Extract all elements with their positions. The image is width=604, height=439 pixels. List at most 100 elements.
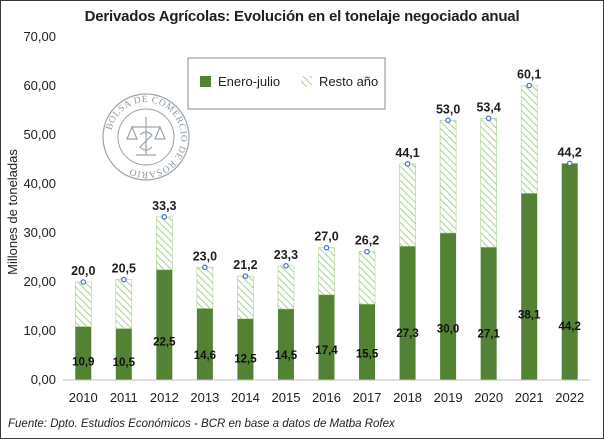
- value-label-enero-julio-2019: 30,0: [437, 324, 459, 336]
- x-tick-label: 2021: [515, 390, 544, 405]
- legend-swatch-resto-ano: [301, 76, 312, 87]
- bar-enero-julio-2018: [399, 246, 416, 380]
- value-label-enero-julio-2018: 27,3: [396, 328, 418, 340]
- y-tick-label: 40,00: [23, 176, 56, 191]
- bar-resto-ano-2010: [74, 281, 92, 327]
- total-marker-2014: [242, 273, 249, 279]
- legend: Enero-julio Resto año: [187, 57, 386, 110]
- y-tick-label: 0,00: [31, 372, 56, 387]
- seal-outer-ring: [102, 93, 190, 181]
- total-label-2016: 27,0: [314, 230, 338, 244]
- bar-enero-julio-2017: [359, 304, 376, 380]
- value-label-enero-julio-2014: 12,5: [234, 354, 257, 366]
- y-tick-label: 30,00: [23, 225, 56, 240]
- total-marker-2013: [202, 264, 208, 271]
- y-tick-label: 50,00: [23, 127, 56, 142]
- total-label-2022: 44,2: [558, 145, 582, 159]
- total-marker-2021: [526, 82, 532, 89]
- value-label-enero-julio-2020: 27,1: [477, 329, 500, 341]
- y-axis: 0,00 10,00 20,00 30,00 40,00 50,00 60,00 70,00: [23, 29, 56, 387]
- bar-enero-julio-2019: [440, 233, 457, 380]
- bar-resto-ano-2013: [196, 266, 214, 309]
- legend-label-enero-julio: Enero-julio: [218, 74, 280, 89]
- x-tick-label: 2016: [312, 390, 341, 405]
- value-label-enero-julio-2017: 15,5: [356, 348, 379, 360]
- bars: 20,0 10,9 20,5 10,5 33,3 22,5 23,0 14,6 21,2 12,5…: [71, 68, 582, 380]
- y-tick-label: 60,00: [23, 78, 56, 93]
- legend-label-resto-ano: Resto año: [319, 74, 378, 89]
- legend-box: [187, 57, 386, 110]
- x-tick-label: 2022: [555, 390, 584, 405]
- bar-enero-julio-2011: [115, 328, 132, 380]
- seal-emblem-icon: [126, 117, 166, 156]
- bar-enero-julio-2013: [196, 308, 213, 380]
- source-note: Fuente: Dpto. Estudios Económicos - BCR …: [8, 418, 395, 430]
- total-marker-2015: [283, 263, 289, 269]
- total-label-2015: 23,3: [274, 248, 298, 262]
- x-tick-label: 2017: [353, 390, 382, 405]
- value-label-enero-julio-2010: 10,9: [72, 356, 94, 368]
- value-label-enero-julio-2021: 38,1: [518, 310, 541, 322]
- total-label-2021: 60,1: [517, 68, 541, 82]
- bar-resto-ano-2012: [156, 216, 173, 271]
- chart-title: Derivados Agrícolas: Evolución en el ton…: [84, 8, 520, 25]
- bar-enero-julio-2020: [480, 247, 497, 380]
- y-axis-label: Millones de toneladas: [5, 149, 20, 275]
- total-label-2010: 20,0: [71, 264, 95, 278]
- bar-resto-ano-2014: [237, 275, 254, 320]
- y-tick-label: 70,00: [23, 29, 56, 44]
- bar-enero-julio-2014: [237, 318, 254, 380]
- bar-resto-ano-2017: [358, 251, 376, 305]
- bar-resto-ano-2019: [439, 120, 457, 234]
- x-tick-label: 2010: [69, 390, 98, 405]
- value-label-enero-julio-2011: 10,5: [113, 357, 136, 369]
- bar-resto-ano-2020: [480, 118, 497, 248]
- seal-inner-ring: [117, 108, 175, 166]
- total-label-2011: 20,5: [112, 262, 136, 276]
- total-label-2018: 44,1: [395, 146, 419, 160]
- bar-enero-julio-2015: [277, 308, 294, 380]
- value-label-enero-julio-2012: 22,5: [153, 336, 176, 348]
- watermark: BOLSA DE COMERCIO DE ROSARIO: [102, 93, 190, 181]
- total-label-2020: 53,4: [476, 100, 500, 114]
- total-marker-2017: [364, 248, 370, 255]
- x-tick-label: 2011: [110, 390, 138, 405]
- total-label-2017: 26,2: [355, 234, 379, 248]
- total-marker-2012: [161, 214, 168, 220]
- total-marker-2010: [80, 279, 87, 285]
- x-tick-label: 2019: [434, 390, 463, 405]
- total-label-2012: 33,3: [152, 199, 176, 213]
- total-label-2013: 23,0: [193, 249, 217, 263]
- bar-enero-julio-2016: [318, 294, 335, 380]
- x-tick-label: 2018: [393, 390, 422, 405]
- bar-resto-ano-2011: [115, 279, 133, 329]
- bar-resto-ano-2021: [520, 85, 538, 194]
- bar-resto-ano-2015: [277, 265, 295, 310]
- value-label-enero-julio-2016: 17,4: [315, 345, 338, 357]
- x-tick-label: 2013: [190, 390, 219, 405]
- value-label-enero-julio-2015: 14,5: [275, 350, 298, 362]
- total-marker-2011: [121, 276, 127, 283]
- x-axis: 2010 2011 2012 2013 2014 2015 2016 2017 2018 2019…: [63, 379, 590, 405]
- legend-swatch-enero-julio: [200, 76, 211, 87]
- total-label-2014: 21,2: [233, 258, 257, 272]
- y-tick-label: 20,00: [23, 274, 56, 289]
- x-tick-label: 2015: [272, 390, 301, 405]
- total-label-2019: 53,0: [436, 102, 460, 116]
- value-label-enero-julio-2022: 44,2: [559, 321, 581, 333]
- bar-resto-ano-2018: [399, 163, 416, 247]
- total-marker-2018: [404, 161, 411, 167]
- y-tick-label: 10,00: [23, 323, 56, 338]
- total-marker-2022: [566, 160, 573, 167]
- total-marker-2016: [323, 244, 330, 251]
- bar-enero-julio-2022: [561, 163, 578, 380]
- total-marker-2019: [445, 117, 451, 124]
- x-tick-label: 2014: [231, 390, 260, 405]
- total-marker-2020: [485, 115, 492, 122]
- bar-enero-julio-2012: [156, 269, 173, 380]
- bar-enero-julio-2021: [521, 193, 538, 380]
- x-tick-label: 2020: [474, 390, 503, 405]
- x-tick-label: 2012: [150, 390, 179, 405]
- value-label-enero-julio-2013: 14,6: [194, 350, 216, 362]
